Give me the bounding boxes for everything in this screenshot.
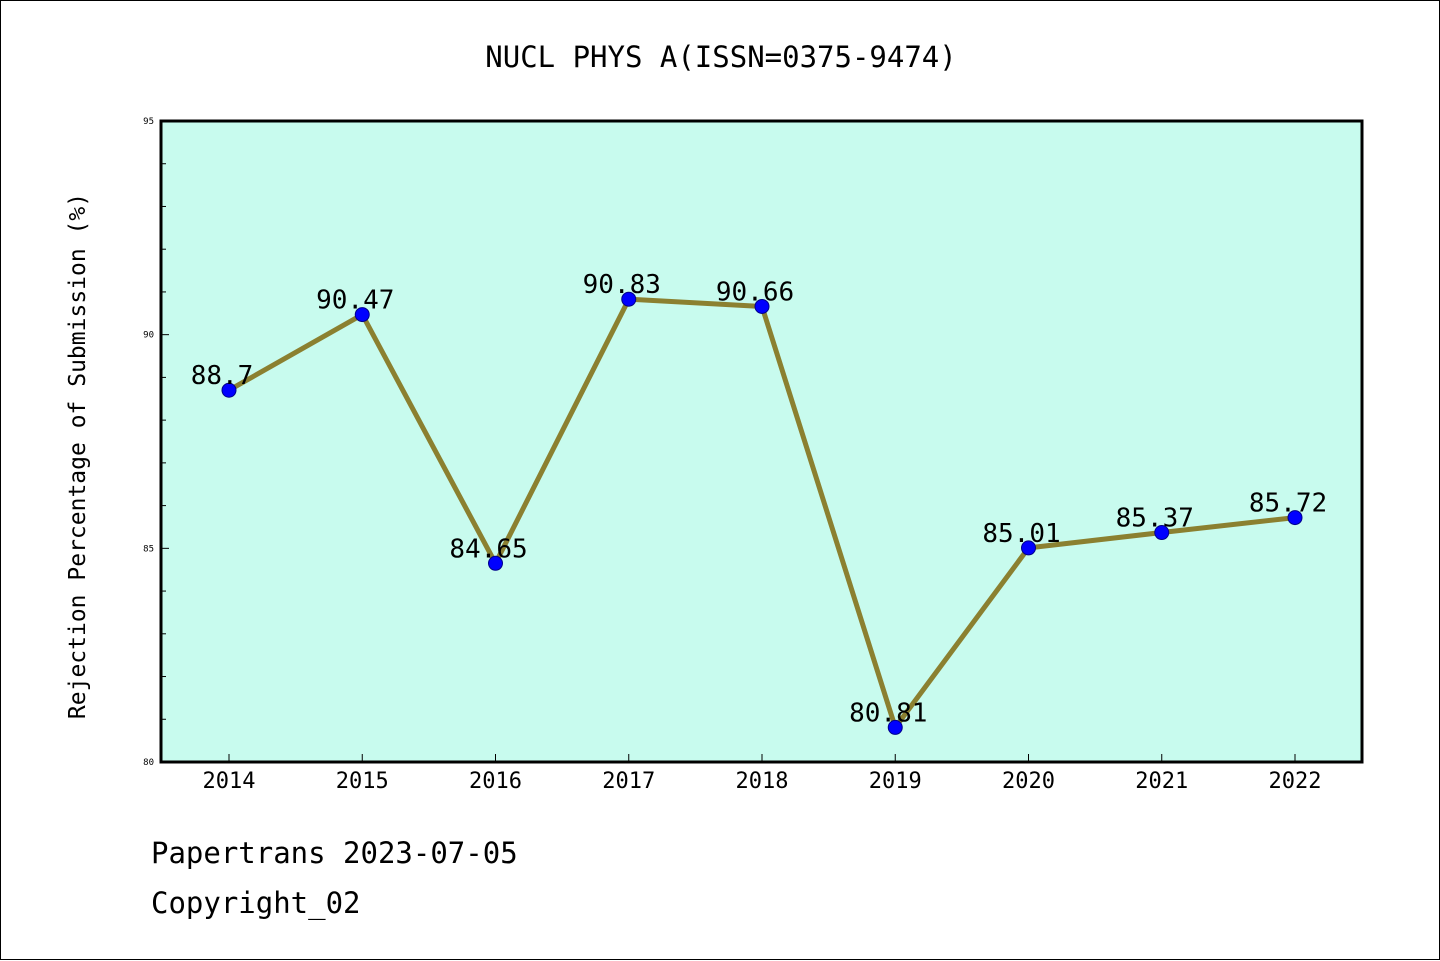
data-point: [1287, 510, 1303, 526]
data-series: 88.7 90.47 84.65 90.83 90.66 80.81 85.01 85.37 8…: [191, 270, 1327, 735]
data-point: [1154, 525, 1170, 541]
x-tick-label: 2020: [1002, 769, 1055, 794]
data-label: 80.81: [849, 698, 927, 728]
data-label: 84.65: [449, 534, 527, 564]
plot-area: [159, 119, 1364, 764]
data-point: [754, 298, 770, 314]
y-axis: 80 85 90 95: [143, 117, 169, 768]
data-label: 90.66: [716, 277, 794, 307]
data-point: [221, 382, 237, 398]
data-point: [488, 555, 503, 571]
data-point: [621, 291, 637, 307]
data-point: [354, 307, 370, 323]
data-point: [1021, 540, 1036, 556]
data-label: 90.83: [583, 270, 661, 300]
x-tick-label: 2019: [869, 769, 922, 794]
y-tick-label: 95: [143, 117, 154, 127]
y-axis-label: Rejection Percentage of Submission (%): [65, 193, 91, 719]
data-label: 88.7: [191, 361, 254, 391]
data-label: 90.47: [316, 286, 394, 316]
x-tick-label: 2014: [203, 769, 256, 794]
chart-title: NUCL PHYS A(ISSN=0375-9474): [485, 40, 956, 74]
footer-date-text: Papertrans 2023-07-05: [151, 836, 518, 870]
data-label: 85.72: [1249, 489, 1327, 519]
data-label: 85.37: [1116, 504, 1194, 534]
x-tick-label: 2016: [469, 769, 522, 794]
x-tick-label: 2022: [1269, 769, 1322, 794]
y-tick-label: 90: [143, 331, 154, 341]
data-point: [887, 719, 903, 735]
y-tick-label: 80: [143, 758, 154, 768]
x-tick-label: 2017: [602, 769, 655, 794]
x-tick-label: 2021: [1135, 769, 1188, 794]
y-tick-label: 85: [143, 544, 154, 554]
x-tick-label: 2018: [736, 769, 789, 794]
x-tick-label: 2015: [336, 769, 389, 794]
data-label: 85.01: [982, 519, 1060, 549]
footer-copyright-text: Copyright_02: [151, 886, 361, 920]
x-axis: 2014 2015 2016 2017 2018 2019 2020 2021 2022: [203, 754, 1322, 794]
